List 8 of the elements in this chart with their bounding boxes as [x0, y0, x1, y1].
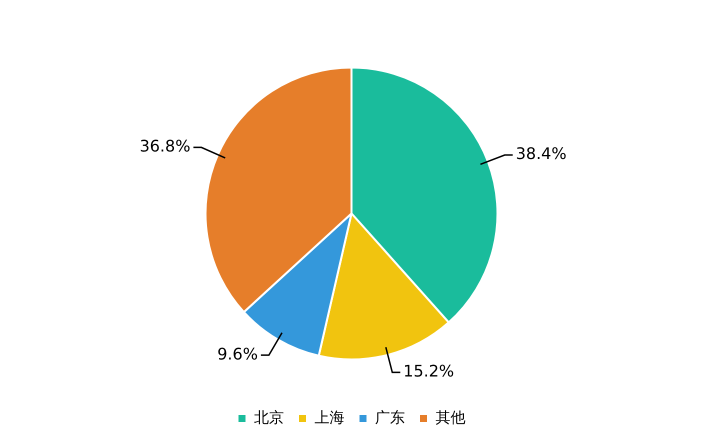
- legend-label: 广东: [375, 408, 405, 426]
- legend-label: 上海: [314, 408, 344, 426]
- data-label: 36.8%: [140, 136, 190, 156]
- legend-label: 其他: [436, 408, 466, 426]
- data-label: 9.6%: [217, 344, 258, 364]
- data-label: 38.4%: [516, 144, 567, 164]
- legend-label: 北京: [254, 408, 284, 426]
- data-label: 15.2%: [403, 362, 454, 381]
